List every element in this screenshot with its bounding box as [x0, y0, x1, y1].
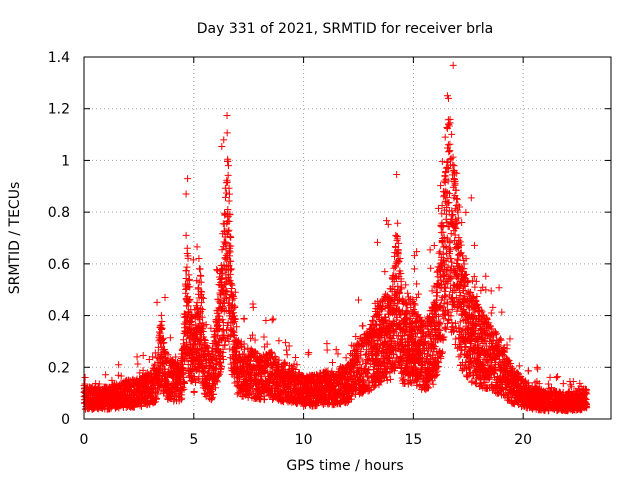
data-point [117, 372, 125, 380]
data-point [115, 361, 123, 369]
data-point [102, 371, 110, 379]
data-point [81, 380, 89, 388]
data-point [158, 335, 166, 343]
data-point [95, 380, 103, 388]
data-point [161, 293, 169, 301]
data-point [161, 345, 169, 353]
data-points [80, 61, 591, 415]
data-point [153, 298, 161, 306]
data-point [139, 366, 147, 374]
grid [84, 57, 611, 419]
data-point [161, 365, 169, 373]
data-point [151, 360, 159, 368]
data-point [134, 360, 142, 368]
data-point [166, 334, 174, 342]
data-point [153, 395, 161, 403]
data-point [160, 339, 168, 347]
data-point [157, 311, 165, 319]
data-point [139, 351, 147, 359]
data-point [133, 353, 141, 361]
data-point [158, 318, 166, 326]
data-point [172, 353, 180, 361]
data-point [149, 353, 157, 361]
data-point [114, 371, 122, 379]
data-point [81, 374, 89, 382]
data-point [154, 390, 162, 398]
data-point [158, 352, 166, 360]
data-point [164, 351, 172, 359]
